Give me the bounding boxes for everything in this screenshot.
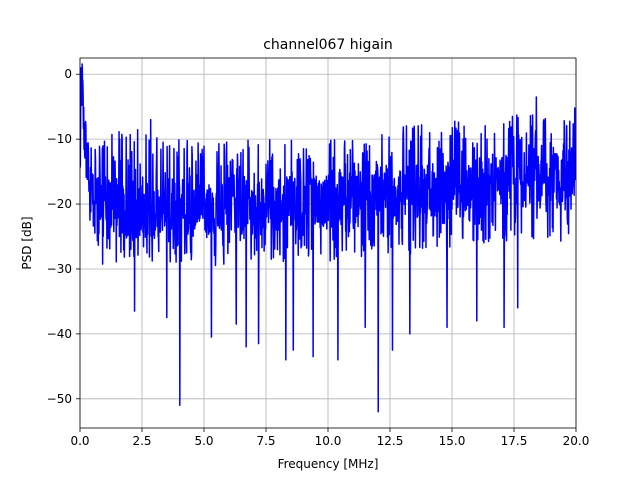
y-tick-label: 0: [64, 67, 72, 81]
chart-title: channel067 higain: [263, 37, 393, 53]
y-tick-label: −50: [47, 392, 72, 406]
x-tick-label: 2.5: [132, 434, 151, 448]
x-tick-label: 0.0: [70, 434, 89, 448]
y-tick-label: −40: [47, 327, 72, 341]
psd-series-line: [80, 63, 576, 413]
y-tick-label: −20: [47, 197, 72, 211]
y-axis-label: PSD [dB]: [20, 216, 34, 269]
x-tick-label: 20.0: [563, 434, 590, 448]
x-tick-label: 7.5: [256, 434, 275, 448]
x-axis-ticks: 0.0 2.5 5.0 7.5 10.0 12.5 15.0 17.5 20.0: [70, 428, 589, 448]
x-tick-label: 12.5: [377, 434, 404, 448]
x-tick-label: 5.0: [194, 434, 213, 448]
y-axis-ticks: 0 −10 −20 −30 −40 −50: [47, 67, 80, 406]
y-tick-label: −30: [47, 262, 72, 276]
x-axis-label: Frequency [MHz]: [278, 457, 379, 471]
x-tick-label: 15.0: [439, 434, 466, 448]
x-tick-label: 17.5: [501, 434, 528, 448]
x-tick-label: 10.0: [315, 434, 342, 448]
series-group: [80, 63, 576, 413]
y-tick-label: −10: [47, 132, 72, 146]
